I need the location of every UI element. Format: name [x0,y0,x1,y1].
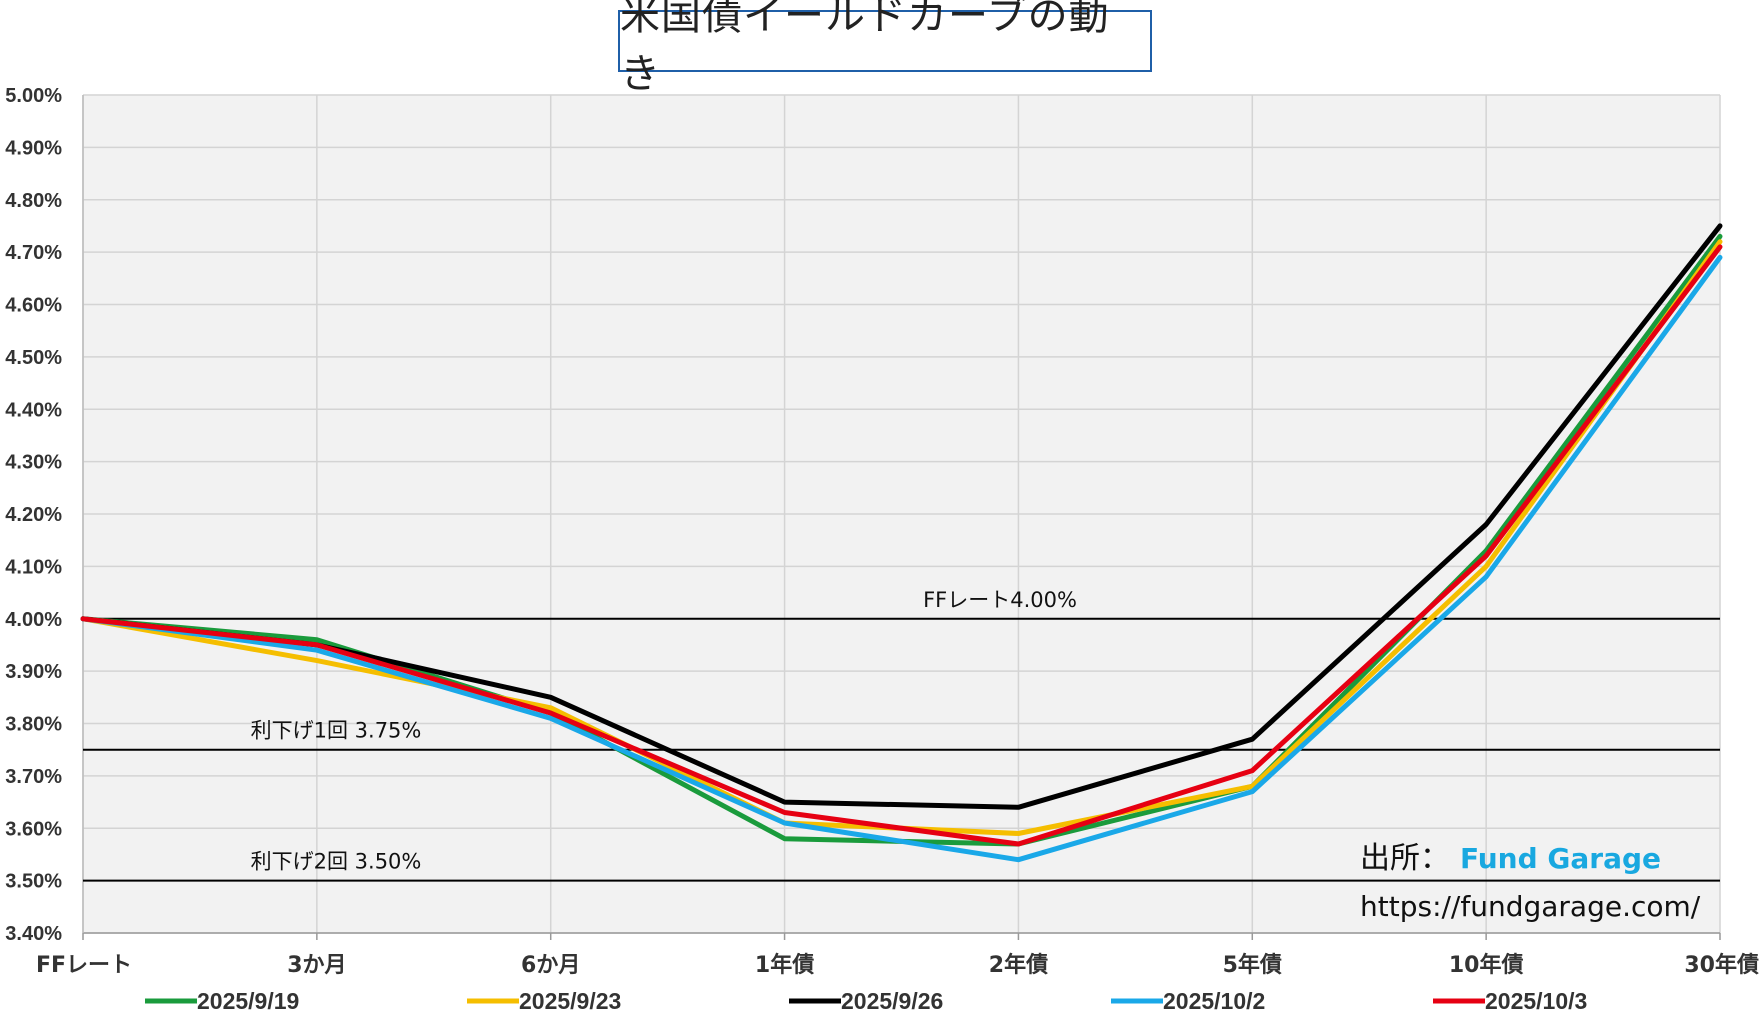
y-tick-label: 5.00% [5,85,62,107]
series-line [80,254,1723,863]
y-tick-label: 3.40% [5,923,62,945]
x-tick-label: 6か月 [521,953,580,978]
y-tick-label: 3.80% [5,714,62,736]
axis-layer: 5.00% 4.90% 4.80% 4.70% 4.60% 4.50% 4.40% 4.30%… [5,85,1759,978]
y-tick-label: 4.50% [5,347,62,369]
y-tick-label: 3.50% [5,871,62,893]
legend-label: 2025/9/23 [519,988,621,1013]
legend: 2025/9/19 2025/9/23 2025/9/26 2025/10/2 2025… [145,988,1587,1013]
reference-line-label: 利下げ1回 3.75% [251,719,422,743]
series-line [80,244,1723,847]
reference-line-label: FFレート4.00% [923,588,1077,612]
legend-label: 2025/10/3 [1485,988,1587,1013]
source-url: https://fundgarage.com/ [1360,890,1701,923]
y-tick-label: 4.40% [5,399,62,421]
source-credit: 出所： Fund Garage https://fundgarage.com/ [1360,841,1701,923]
source-label: 出所： [1360,841,1450,876]
y-tick-label: 3.90% [5,661,62,683]
x-tick-label: 10年債 [1449,952,1524,978]
x-tick-label: FFレート [36,953,132,978]
legend-label: 2025/9/26 [841,988,943,1013]
reference-lines: FFレート4.00% 利下げ1回 3.75% 利下げ2回 3.50% [83,588,1720,882]
series-layer [80,223,1723,863]
x-tick-label: 3か月 [287,953,346,978]
x-tick-label: 5年債 [1223,952,1282,978]
y-tick-label: 4.80% [5,190,62,212]
series-line [80,223,1723,810]
x-tick-label: 1年債 [755,952,814,978]
y-tick-label: 3.60% [5,818,62,840]
legend-label: 2025/9/19 [197,988,299,1013]
y-tick-label: 4.30% [5,452,62,474]
y-tick-label: 4.90% [5,137,62,159]
legend-label: 2025/10/2 [1163,988,1265,1013]
source-name: Fund Garage [1460,842,1661,875]
x-tick-label: 30年債 [1684,952,1759,978]
y-tick-label: 4.00% [5,609,62,631]
y-tick-label: 4.20% [5,504,62,526]
y-tick-label: 4.70% [5,242,62,264]
y-tick-label: 4.60% [5,295,62,317]
y-tick-label: 4.10% [5,556,62,578]
reference-line-label: 利下げ2回 3.50% [251,850,422,874]
x-tick-label: 2年債 [989,952,1048,978]
y-tick-label: 3.70% [5,766,62,788]
